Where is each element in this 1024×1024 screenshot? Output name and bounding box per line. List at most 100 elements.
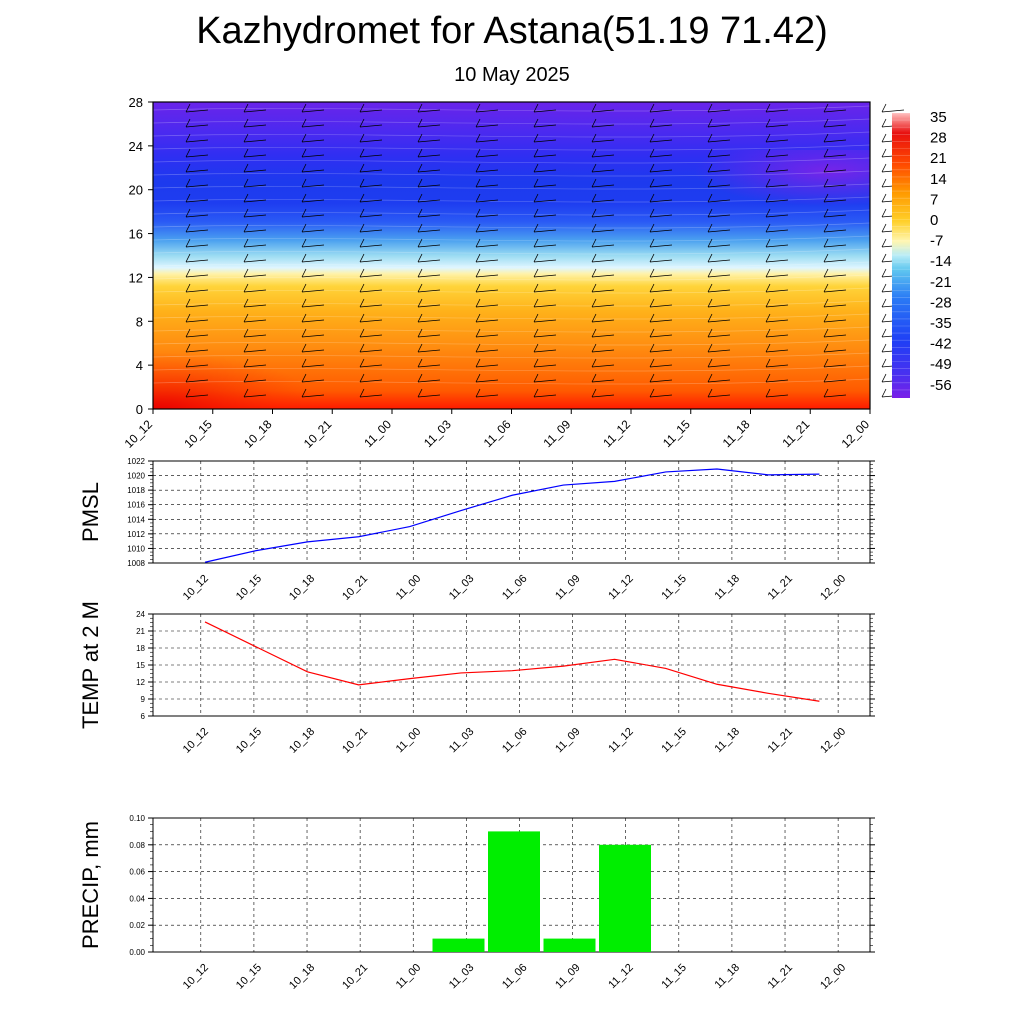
wind-barb — [707, 259, 731, 263]
wind-barb — [591, 349, 615, 353]
contour-line — [152, 352, 871, 359]
x-tick-label: 10_15 — [181, 417, 215, 451]
wind-barb — [301, 289, 325, 293]
wind-barb-flag — [417, 103, 423, 113]
x-tick-label: 10_12 — [122, 417, 156, 451]
wind-barb-flag — [823, 298, 829, 308]
wind-barb — [243, 184, 267, 188]
contour-line — [152, 144, 871, 151]
wind-barb — [475, 349, 499, 353]
wind-barb-flag — [417, 358, 423, 368]
wind-barb — [707, 124, 731, 128]
x-tick-label: 11_18 — [720, 417, 753, 450]
wind-barb-flag — [649, 193, 655, 203]
pmsl-panel: 1008 1010 1012 1014 1016 1018 1020 1022 10_12 10_… — [78, 457, 875, 603]
wind-barb — [533, 364, 557, 368]
wind-barb-flag — [533, 298, 539, 308]
wind-barb — [475, 394, 499, 398]
wind-barb-flag — [359, 223, 365, 233]
wind-barb-flag — [649, 373, 655, 383]
wind-barb-flag — [301, 118, 307, 128]
wind-barb-flag — [649, 178, 655, 188]
wind-barb — [475, 139, 499, 143]
wind-barb — [301, 229, 325, 233]
wind-barb-flag — [649, 133, 655, 143]
wind-barb — [185, 394, 209, 398]
wind-barb — [649, 244, 673, 248]
wind-barb-flag — [359, 388, 365, 398]
wind-barb-flag — [359, 328, 365, 338]
wind-barb — [765, 349, 789, 353]
wind-barb — [649, 379, 673, 383]
x-tick-label: 11_09 — [553, 573, 583, 603]
wind-barb — [417, 259, 441, 263]
wind-barb-flag — [359, 268, 365, 278]
wind-barb-flag — [591, 343, 597, 353]
wind-barb-flag — [185, 148, 191, 158]
wind-barb — [301, 319, 325, 323]
wind-barb — [185, 259, 209, 263]
contour-line — [152, 131, 871, 138]
wind-barb-flag — [649, 268, 655, 278]
wind-barb-flag — [707, 388, 713, 398]
wind-barb — [185, 289, 209, 293]
y-tick-label: 1008 — [127, 559, 145, 568]
wind-barb-flag — [243, 253, 249, 263]
x-tick-label: 10_21 — [340, 726, 370, 756]
wind-barb-flag — [359, 208, 365, 218]
wind-barb — [185, 214, 209, 218]
wind-barb — [533, 244, 557, 248]
wind-barb-flag — [185, 268, 191, 278]
x-tick-label: 10_18 — [241, 417, 275, 451]
wind-barb-flag — [243, 178, 249, 188]
wind-barb-flag — [591, 223, 597, 233]
warm-region — [153, 282, 513, 409]
wind-barb-flag — [185, 118, 191, 128]
wind-barb — [765, 154, 789, 158]
x-tick-label: 10_21 — [301, 417, 335, 451]
wind-barb — [185, 169, 209, 173]
y-tick-label: 0.06 — [129, 868, 145, 877]
wind-barb-flag — [243, 268, 249, 278]
wind-barb — [359, 244, 383, 248]
wind-barb-flag — [533, 388, 539, 398]
wind-barb — [765, 364, 789, 368]
wind-barb-flag — [649, 103, 655, 113]
colorbar-label: -35 — [930, 315, 952, 332]
wind-barb-flag — [533, 208, 539, 218]
precip-panel: 0.00 0.02 0.04 0.06 0.08 0.10 10_12 10_15 10_18 1… — [78, 814, 875, 992]
x-tick-label: 11_15 — [659, 573, 689, 603]
wind-barb — [765, 379, 789, 383]
x-tick-label: 11_03 — [447, 573, 477, 603]
temp-line — [204, 621, 820, 702]
wind-barb — [301, 259, 325, 263]
wind-barb-flag — [243, 238, 249, 248]
wind-barb-flag — [301, 163, 307, 173]
wind-barb-flag — [881, 298, 887, 308]
wind-barb-flag — [649, 118, 655, 128]
wind-barb — [823, 319, 847, 323]
wind-barb — [707, 274, 731, 278]
wind-barb — [707, 244, 731, 248]
contour-line — [152, 274, 871, 281]
wind-barb — [823, 184, 847, 188]
wind-barb-flag — [475, 163, 481, 173]
x-tick-label: 11_18 — [712, 962, 742, 992]
wind-barb-flag — [707, 358, 713, 368]
contour-line — [152, 248, 871, 255]
wind-barb-flag — [881, 358, 887, 368]
wind-barb — [475, 379, 499, 383]
wind-barb — [707, 154, 731, 158]
wind-barb — [649, 304, 673, 308]
contour-line — [152, 339, 871, 346]
wind-barb — [707, 334, 731, 338]
wind-barb-flag — [475, 283, 481, 293]
wind-barb-flag — [707, 313, 713, 323]
y-tick-label: 1022 — [127, 457, 145, 466]
wind-barb-flag — [185, 283, 191, 293]
wind-barb-flag — [185, 328, 191, 338]
wind-barb-flag — [823, 163, 829, 173]
wind-barb-flag — [707, 238, 713, 248]
x-tick-label: 11_00 — [394, 962, 424, 992]
wind-barb — [475, 214, 499, 218]
